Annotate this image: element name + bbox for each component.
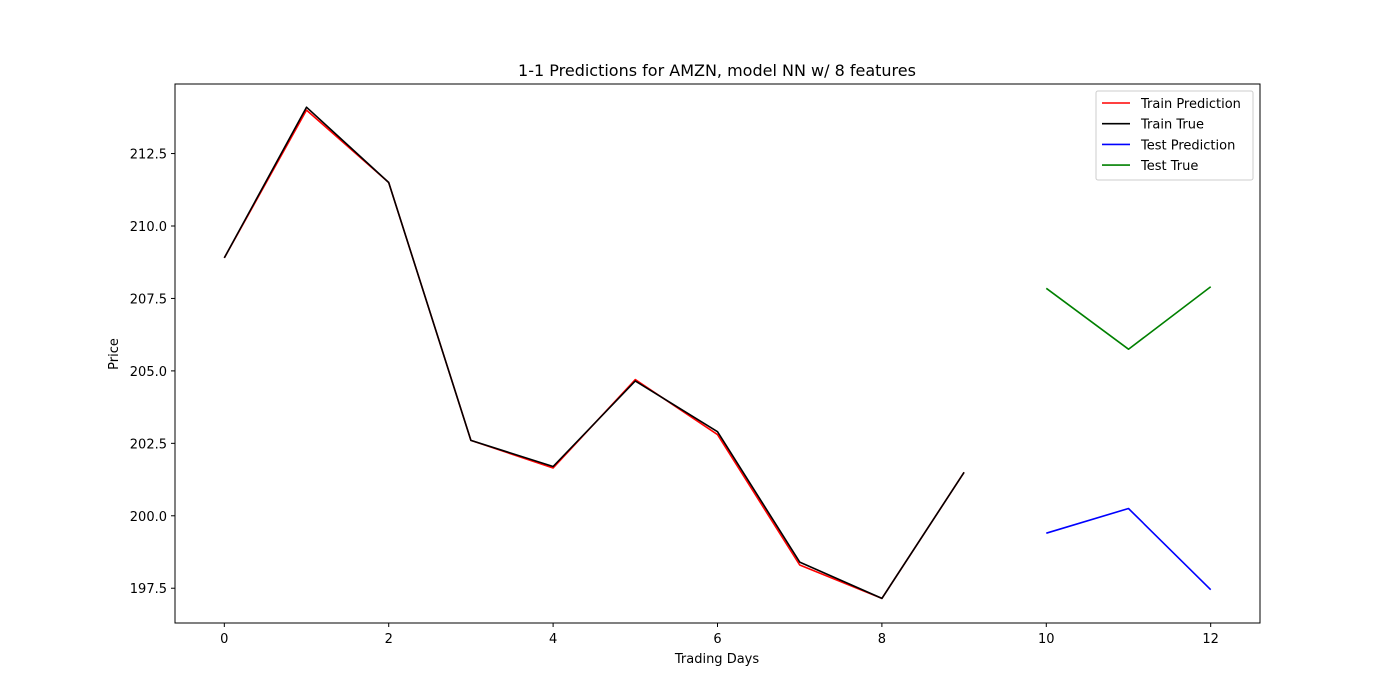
legend-box	[1095, 90, 1254, 181]
series-line-train-true	[223, 106, 965, 600]
series-line-test-true	[1045, 286, 1212, 351]
chart-title: 1-1 Predictions for AMZN, model NN w/ 8 …	[518, 61, 916, 80]
y-tick-label: 212.5	[130, 148, 167, 163]
series-line-train-prediction	[223, 109, 965, 600]
legend: Train Prediction Train True Test Predictio…	[1095, 90, 1254, 181]
series-line-test-prediction	[1046, 507, 1212, 591]
x-tick-label: 12	[1202, 632, 1219, 647]
legend-label: Test Prediction	[1140, 138, 1235, 153]
y-axis-label: Price	[107, 338, 122, 370]
y-tick-label: 197.5	[130, 582, 167, 597]
y-tick-label: 205.0	[130, 365, 167, 380]
x-tick-label: 10	[1038, 632, 1055, 647]
x-tick-label: 6	[713, 632, 721, 647]
legend-label: Train Prediction	[1140, 97, 1241, 112]
x-tick-label: 2	[385, 632, 393, 647]
x-tick-label: 4	[549, 632, 557, 647]
x-tick-label: 0	[220, 632, 228, 647]
x-tick-label: 8	[878, 632, 886, 647]
y-tick-label: 200.0	[130, 510, 167, 525]
legend-label: Train True	[1140, 118, 1204, 133]
legend-label: Test True	[1140, 159, 1198, 174]
y-tick-label: 210.0	[130, 220, 167, 235]
x-axis-label: Trading Days	[674, 652, 759, 667]
y-tick-label: 207.5	[130, 292, 167, 307]
y-tick-label: 202.5	[130, 437, 167, 452]
